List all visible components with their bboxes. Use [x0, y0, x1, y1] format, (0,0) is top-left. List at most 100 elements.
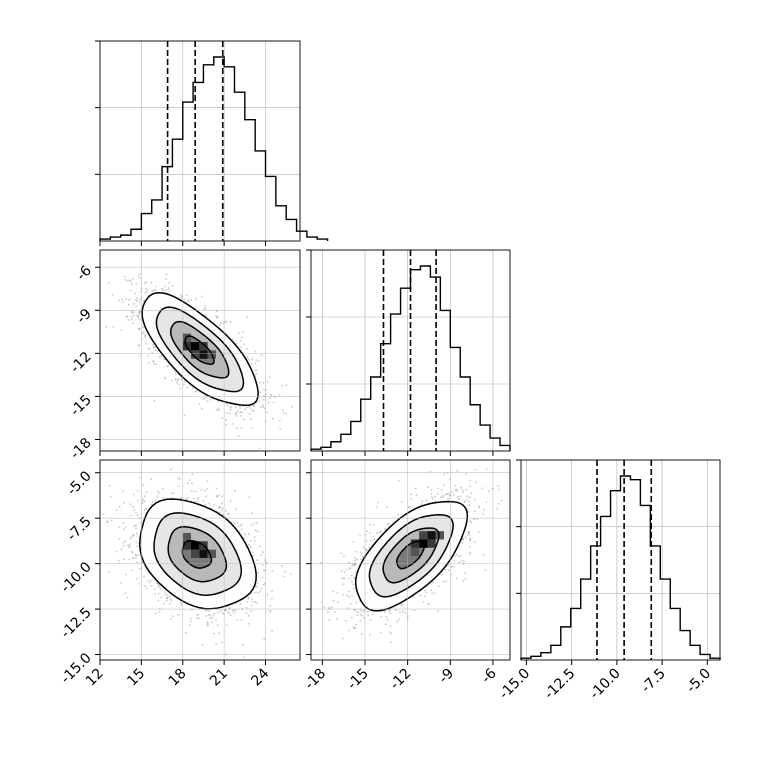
scatter-point — [430, 488, 433, 491]
scatter-point — [204, 396, 207, 399]
scatter-point — [232, 612, 235, 614]
scatter-point — [154, 593, 157, 596]
scatter-point — [278, 419, 281, 422]
scatter-point — [255, 522, 258, 524]
scatter-point — [240, 523, 243, 525]
scatter-point — [197, 500, 199, 502]
scatter-point — [141, 332, 144, 335]
scatter-point — [252, 554, 255, 557]
scatter-point — [361, 556, 364, 558]
scatter-point — [141, 502, 144, 504]
scatter-point — [204, 304, 206, 307]
scatter-point — [177, 485, 180, 488]
density-panel-1-2 — [99, 250, 300, 451]
scatter-point — [185, 386, 188, 389]
scatter-point — [212, 632, 215, 635]
scatter-point — [161, 287, 163, 290]
scatter-point — [115, 550, 118, 553]
scatter-point — [132, 277, 135, 280]
scatter-point — [262, 398, 265, 401]
scatter-point — [239, 603, 242, 605]
scatter-point — [240, 619, 243, 621]
scatter-point — [248, 496, 251, 499]
scatter-point — [201, 295, 203, 298]
scatter-point — [269, 397, 272, 399]
scatter-point — [157, 583, 160, 586]
scatter-point — [380, 615, 382, 618]
scatter-point — [248, 413, 251, 415]
scatter-point — [139, 354, 142, 357]
scatter-point — [128, 298, 131, 301]
scatter-point — [367, 614, 370, 617]
scatter-point — [291, 405, 293, 408]
scatter-point — [148, 348, 151, 350]
scatter-point — [240, 336, 243, 339]
scatter-point — [271, 570, 274, 573]
scatter-point — [250, 592, 253, 594]
scatter-point — [263, 389, 265, 391]
scatter-point — [120, 582, 122, 584]
scatter-point — [128, 545, 131, 548]
scatter-point — [190, 490, 193, 492]
scatter-point — [259, 590, 261, 593]
scatter-point — [440, 489, 443, 491]
scatter-point — [457, 495, 459, 498]
scatter-point — [250, 426, 253, 429]
scatter-point — [132, 314, 135, 317]
scatter-point — [162, 496, 165, 499]
scatter-point — [123, 502, 125, 504]
scatter-point — [217, 612, 220, 614]
scatter-point — [217, 407, 220, 410]
scatter-point — [206, 488, 209, 490]
x-tick-label: -10.0 — [587, 666, 624, 703]
scatter-point — [171, 284, 174, 287]
scatter-point — [220, 322, 222, 324]
scatter-point — [130, 316, 133, 319]
scatter-point — [151, 290, 154, 292]
scatter-point — [200, 488, 203, 491]
scatter-point — [137, 542, 140, 545]
scatter-point — [135, 282, 138, 285]
histogram-panel-2 — [306, 249, 511, 451]
y-tick-label: -7.5 — [64, 514, 95, 545]
scatter-point — [172, 615, 174, 617]
scatter-point — [397, 513, 400, 516]
scatter-point — [229, 607, 232, 609]
scatter-point — [206, 480, 209, 482]
scatter-point — [122, 544, 125, 547]
scatter-point — [183, 298, 186, 301]
scatter-point — [216, 315, 219, 318]
scatter-point — [253, 409, 256, 412]
scatter-point — [139, 310, 142, 313]
scatter-point — [239, 339, 242, 342]
scatter-point — [271, 417, 274, 420]
scatter-point — [234, 489, 236, 492]
scatter-point — [158, 611, 161, 613]
scatter-point — [206, 400, 209, 402]
scatter-point — [190, 299, 193, 301]
scatter-point — [132, 534, 135, 537]
scatter-point — [127, 544, 129, 547]
scatter-point — [243, 343, 246, 345]
scatter-point — [216, 624, 219, 627]
density-cell — [207, 549, 217, 558]
density-cell — [191, 342, 200, 351]
scatter-point — [155, 363, 158, 365]
scatter-point — [172, 492, 175, 494]
scatter-point — [145, 281, 148, 283]
scatter-point — [213, 612, 216, 615]
scatter-point — [164, 592, 167, 595]
scatter-point — [111, 294, 114, 296]
scatter-point — [179, 601, 182, 604]
scatter-point — [461, 541, 463, 543]
scatter-point — [131, 556, 134, 559]
scatter-point — [127, 319, 130, 321]
scatter-point — [165, 594, 168, 597]
scatter-point — [118, 538, 121, 540]
x-tick-label: 21 — [207, 666, 231, 690]
scatter-point — [342, 637, 344, 640]
density-cell — [182, 532, 192, 542]
scatter-point — [125, 573, 128, 576]
scatter-point — [123, 528, 126, 531]
histogram-step — [520, 475, 721, 660]
